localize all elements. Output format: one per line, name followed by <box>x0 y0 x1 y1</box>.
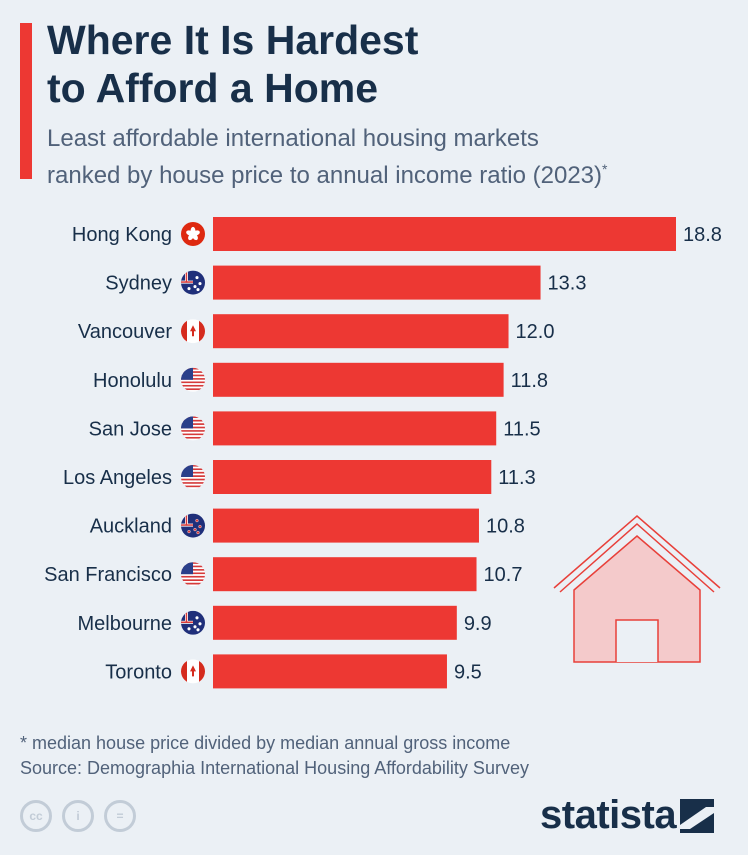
category-label: Melbourne <box>77 613 172 635</box>
license-icons: cc i = <box>20 800 136 832</box>
value-label: 9.9 <box>464 613 492 635</box>
title-accent-bar <box>20 23 32 179</box>
flag-icon <box>181 319 205 344</box>
category-label: San Jose <box>89 418 172 440</box>
bar <box>213 605 457 640</box>
bar-row: Honolulu 11.8 <box>93 362 548 397</box>
bar <box>213 411 497 446</box>
flag-icon <box>181 222 205 246</box>
title-line-2: to Afford a Home <box>47 65 379 111</box>
attribution-icon[interactable]: i <box>62 800 94 832</box>
bar-row: San Francisco 10.7 <box>44 557 523 592</box>
category-label: Sydney <box>105 273 172 295</box>
flag-icon <box>181 562 205 587</box>
chart-subtitle: Least affordable international housing m… <box>47 123 687 191</box>
bar-row: San Jose 11.5 <box>89 411 541 446</box>
bar <box>213 362 504 397</box>
bar-chart: Hong Kong 18.8 Sydney 13.3 Vancouver 12.0 Hono… <box>44 217 722 689</box>
value-label: 13.3 <box>548 273 587 295</box>
bar-row: Toronto 9.5 <box>105 654 482 689</box>
title-line-1: Where It Is Hardest <box>47 17 419 63</box>
value-label: 10.7 <box>484 564 523 586</box>
bar <box>213 265 541 300</box>
value-label: 18.8 <box>683 224 722 246</box>
bar <box>213 508 479 543</box>
source-note: Source: Demographia International Housin… <box>20 758 529 778</box>
value-label: 12.0 <box>516 321 555 343</box>
flag-icon <box>181 513 205 538</box>
category-label: Hong Kong <box>72 224 172 246</box>
house-illustration <box>553 515 721 663</box>
flag-icon <box>181 610 205 635</box>
no-derivatives-icon[interactable]: = <box>104 800 136 832</box>
category-label: Honolulu <box>93 370 172 392</box>
bar-row: Los Angeles 11.3 <box>63 460 536 494</box>
category-label: Los Angeles <box>63 467 172 489</box>
bar <box>213 654 447 689</box>
flag-icon <box>181 270 205 295</box>
bar <box>213 557 477 592</box>
subtitle-footnote-mark: * <box>602 161 608 177</box>
bar-row: Auckland 10.8 <box>90 508 525 543</box>
footnote: * median house price divided by median a… <box>20 733 511 753</box>
statista-logo-icon <box>680 798 715 833</box>
flag-icon <box>181 659 205 684</box>
value-label: 10.8 <box>486 516 525 538</box>
chart-title: Where It Is Hardest to Afford a Home <box>47 16 607 112</box>
bar <box>213 460 492 494</box>
bar-row: Hong Kong 18.8 <box>72 217 722 251</box>
bar-row: Sydney 13.3 <box>105 265 587 300</box>
category-label: San Francisco <box>44 564 172 586</box>
bar-row: Vancouver 12.0 <box>78 314 555 349</box>
value-label: 11.8 <box>511 370 548 392</box>
category-label: Auckland <box>90 516 172 538</box>
flag-icon <box>181 367 205 392</box>
subtitle-line-2: ranked by house price to annual income r… <box>47 162 602 189</box>
statista-logo-text: statista <box>540 793 677 837</box>
value-label: 11.5 <box>503 418 540 440</box>
statista-logo[interactable]: statista <box>540 793 715 838</box>
bar <box>213 314 509 349</box>
flag-icon <box>181 465 205 489</box>
creative-commons-icon[interactable]: cc <box>20 800 52 832</box>
category-label: Toronto <box>105 661 172 683</box>
value-label: 9.5 <box>454 661 482 683</box>
flag-icon <box>181 416 205 441</box>
value-label: 11.3 <box>498 467 535 489</box>
bar <box>213 217 676 251</box>
subtitle-line-1: Least affordable international housing m… <box>47 125 539 152</box>
bar-row: Melbourne 9.9 <box>77 605 492 640</box>
category-label: Vancouver <box>78 321 172 343</box>
